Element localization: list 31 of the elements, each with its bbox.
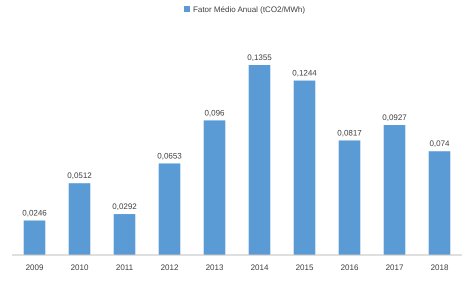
bar (248, 65, 270, 255)
data-label: 0,074 (429, 139, 450, 148)
bar (114, 214, 136, 255)
bar (158, 163, 180, 255)
x-tick-label: 2011 (116, 263, 134, 272)
data-label: 0,0817 (337, 128, 362, 138)
bar (24, 220, 46, 255)
x-tick-label: 2009 (26, 263, 44, 272)
data-label: 0,0927 (382, 113, 408, 122)
legend-label: Fator Médio Anual (tCO2/MWh) (193, 5, 306, 14)
data-label: 0,0292 (112, 202, 138, 212)
x-tick-label: 2018 (430, 263, 449, 272)
x-tick-label: 2013 (206, 263, 224, 272)
data-label: 0,0246 (22, 208, 48, 218)
data-label: 0,0653 (157, 151, 182, 160)
data-label: 0,1355 (247, 53, 272, 62)
x-tick-label: 2010 (70, 263, 89, 272)
bar (204, 120, 226, 255)
x-tick-label: 2017 (386, 263, 404, 272)
bar (338, 140, 360, 255)
x-tick-label: 2014 (250, 263, 269, 272)
x-tick-label: 2016 (340, 263, 359, 272)
x-tick-label: 2015 (296, 263, 314, 272)
bar (384, 125, 406, 255)
data-label: 0,096 (204, 108, 226, 118)
data-label: 0,0512 (67, 171, 92, 180)
bar (428, 151, 450, 255)
data-label: 0,1244 (292, 68, 318, 78)
bar (294, 80, 316, 255)
x-tick-label: 2012 (160, 263, 179, 272)
bar (68, 183, 90, 255)
